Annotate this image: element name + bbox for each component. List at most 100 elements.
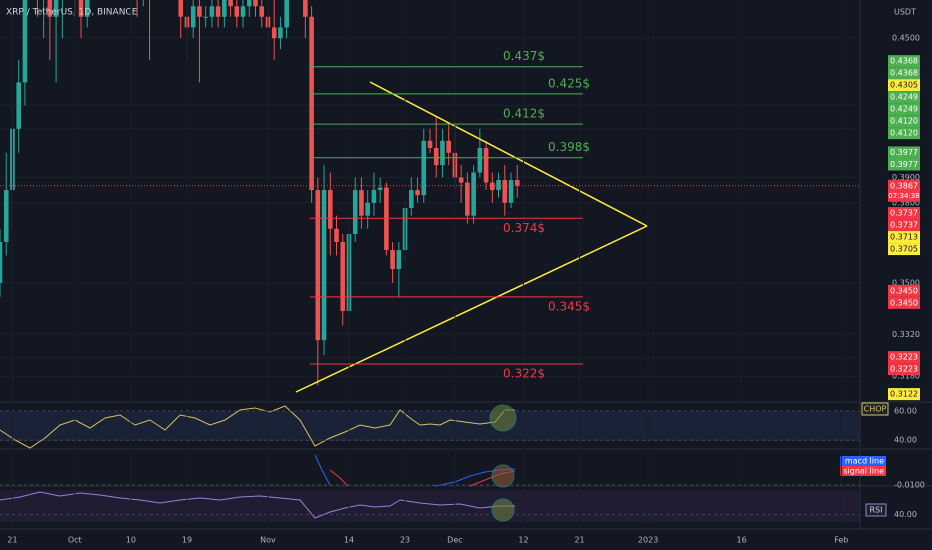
indicator-tick-label: -0.0100 [894,481,925,490]
candle-body [502,179,508,203]
candle-body [396,250,402,270]
indicator-name: CHOP [864,405,887,414]
indicator-name: signal line [843,467,884,476]
price-tag-label: 0.3977 [890,148,918,157]
candle-body [446,140,451,153]
candle-body [178,0,184,17]
price-tag [888,115,920,128]
indicator-tick-label: 60.00 [894,406,917,415]
trendline [369,81,648,227]
candle-body [409,190,414,208]
candle-body [471,172,476,216]
price-tag-label: 0.4249 [890,93,918,102]
rsi-band [0,490,860,522]
candle-body [22,0,28,83]
candle-body [427,140,433,148]
price-tag [888,296,920,309]
price-tag-label: 0.3450 [890,286,918,295]
candle-body [303,0,308,17]
price-tag-label: 0.3705 [890,245,918,254]
level-label: 0.374$ [503,221,545,235]
price-tag [888,55,920,68]
candle-body [334,228,339,242]
candle-body [259,6,265,17]
price-tag-label: 0.3867 [890,181,918,190]
price-tag [888,179,920,202]
indicator-tag [861,402,889,416]
x-tick-label: 23 [400,536,410,545]
candle-body [222,0,227,17]
candle-body [340,241,346,312]
indicator-tick-label: 40.00 [894,436,917,445]
candle-body [508,179,514,203]
price-tag [888,158,920,171]
y-tick-label: 0.3500 [892,278,920,287]
candle-body [440,140,445,166]
candle-body [84,0,90,17]
price-tag-label: 0.4305 [890,81,918,90]
candle-body [384,187,389,251]
x-tick-label: Nov [260,536,276,545]
candle-body [246,0,252,7]
chop-band [0,411,860,441]
candle-body [53,0,59,17]
candle-body [352,190,358,235]
price-tag [888,127,920,140]
candle-body [284,0,289,28]
candle-body [315,190,321,341]
price-tag-label: 0.4120 [890,117,918,126]
candle-body [371,190,377,203]
indicator-tag [840,456,886,466]
candle-body [359,190,364,216]
price-tag [888,219,920,232]
candle-body [433,147,439,166]
price-tag [888,146,920,159]
indicator-name: RSI [870,506,883,515]
x-tick-label: 19 [182,536,192,545]
indicator-name: macd line [845,457,884,466]
candle-body [309,16,314,191]
indicator-tag [865,503,887,517]
highlight-circle [491,464,515,488]
candle-body [377,187,383,191]
candle-body [490,182,495,191]
candle-body [365,202,370,216]
x-tick-label: Feb [834,536,848,545]
price-tag-label: 0.3122 [890,390,918,399]
indicator-tick-label: 40.00 [894,510,917,519]
price-tag-label: 0.3737 [890,221,918,230]
indicator-tag [840,466,886,476]
x-tick-label: 21 [7,536,17,545]
candle-body [228,0,233,7]
macd-line [314,454,331,486]
x-tick-label: 21 [574,536,584,545]
price-tag [888,284,920,297]
price-tag [888,243,920,256]
price-tag-label: 0.3977 [890,160,918,169]
level-label: 0.322$ [503,367,545,381]
price-tag [888,351,920,364]
level-label: 0.345$ [548,299,590,313]
price-tag [888,91,920,104]
candle-body [465,182,470,216]
x-tick-label: Dec [447,536,462,545]
y-tick-label: 0.3900 [892,173,920,182]
level-label: 0.412$ [503,107,545,121]
price-tag [888,79,920,92]
price-tag [888,207,920,220]
price-tag [888,363,920,376]
candle-body [278,27,283,39]
candle-body [203,16,208,18]
highlight-circle [489,404,517,432]
candle-body [190,6,196,28]
y-tick-label: 0.3800 [892,198,920,207]
price-tag-label: 0.4120 [890,129,918,138]
level-label: 0.398$ [548,140,590,154]
y-tick-label: 0.3180 [892,372,920,381]
candle-body [234,6,240,17]
level-label: 0.425$ [548,76,590,90]
chop-line [0,405,515,449]
candle-body [514,179,520,186]
candle-body [16,82,21,129]
